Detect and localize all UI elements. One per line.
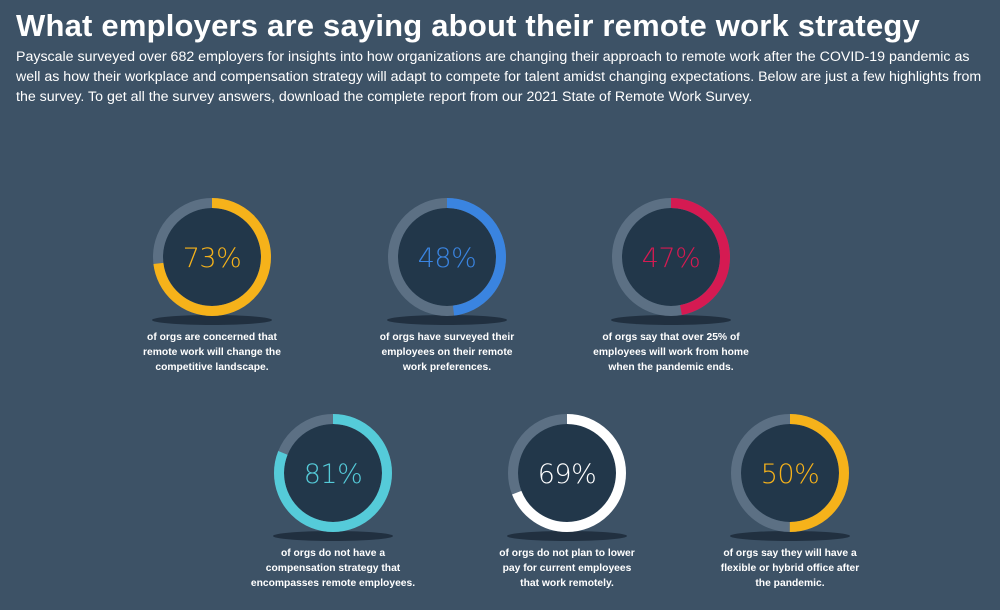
stat-caption-line: when the pandemic ends. xyxy=(608,362,734,373)
stat-caption: of orgs have surveyed their employees on … xyxy=(347,330,547,375)
stat-caption-line: competitive landscape. xyxy=(155,362,269,373)
donut-shadow xyxy=(730,531,850,541)
donut-chart-6: 50% xyxy=(731,414,849,532)
donut-chart-3: 47% xyxy=(612,198,730,316)
donut-value-arc xyxy=(153,198,271,316)
donut-chart-2: 48% xyxy=(388,198,506,316)
stat-caption-line: of orgs say that over 25% of xyxy=(602,332,740,343)
donut-chart-5: 69% xyxy=(508,414,626,532)
donut-value-arc xyxy=(612,198,730,316)
donut-percent-label: 81% xyxy=(304,459,363,490)
donut-center xyxy=(284,424,382,522)
stat-caption-line: pay for current employees xyxy=(502,563,632,574)
stat-card-6: 50% of orgs say they will have a flexible … xyxy=(690,410,890,610)
stat-caption-line: employees will work from home xyxy=(593,347,749,358)
stat-card-2: 48% of orgs have surveyed their employees … xyxy=(347,194,547,394)
stat-card-1: 73% of orgs are concerned that remote work… xyxy=(112,194,312,394)
donut-center xyxy=(163,208,261,306)
stat-caption-line: of orgs are concerned that xyxy=(147,332,277,343)
stat-card-4: 81% of orgs do not have a compensation str… xyxy=(233,410,433,610)
donut-value-arc xyxy=(388,198,506,316)
donut-center xyxy=(398,208,496,306)
page-title: What employers are saying about their re… xyxy=(16,8,920,43)
donut-value-arc xyxy=(731,414,849,532)
donut-shadow xyxy=(273,531,393,541)
intro-paragraph: Payscale surveyed over 682 employers for… xyxy=(16,49,982,105)
stat-caption: of orgs do not plan to lower pay for curr… xyxy=(467,546,667,591)
stat-caption: of orgs say they will have a flexible or … xyxy=(690,546,890,591)
donut-center xyxy=(622,208,720,306)
stat-caption-line: of orgs have surveyed their xyxy=(379,332,515,343)
stat-caption-line: encompasses remote employees. xyxy=(250,578,416,589)
stat-caption-line: of orgs do not have a xyxy=(280,548,386,559)
donut-shadow xyxy=(507,531,627,541)
donut-percent-label: 48% xyxy=(418,243,477,274)
donut-shadow xyxy=(152,315,272,325)
stat-caption-line: of orgs do not plan to lower xyxy=(499,548,635,559)
donut-value-arc xyxy=(508,414,626,532)
donut-percent-label: 47% xyxy=(642,243,701,274)
stat-caption: of orgs do not have a compensation strate… xyxy=(233,546,433,591)
stat-caption-line: of orgs say they will have a xyxy=(723,548,857,559)
stat-caption-line: remote work will change the xyxy=(143,347,281,358)
donut-shadow xyxy=(611,315,731,325)
donut-chart-4: 81% xyxy=(274,414,392,532)
stat-caption-line: that work remotely. xyxy=(520,578,614,589)
donut-center xyxy=(518,424,616,522)
stat-caption-line: employees on their remote xyxy=(381,347,513,358)
stat-caption: of orgs are concerned that remote work wi… xyxy=(112,330,312,375)
stat-caption-line: the pandemic. xyxy=(755,578,825,589)
stat-caption-line: compensation strategy that xyxy=(265,563,401,574)
donut-chart-1: 73% xyxy=(153,198,271,316)
donut-center xyxy=(741,424,839,522)
stat-caption: of orgs say that over 25% of employees wi… xyxy=(571,330,771,375)
donut-percent-label: 73% xyxy=(183,243,242,274)
donut-percent-label: 50% xyxy=(761,459,820,490)
donut-value-arc xyxy=(274,414,392,532)
stat-caption-line: flexible or hybrid office after xyxy=(720,563,860,574)
donut-shadow xyxy=(387,315,507,325)
stat-card-3: 47% of orgs say that over 25% of employees… xyxy=(571,194,771,394)
stat-caption-line: work preferences. xyxy=(402,362,492,373)
donut-percent-label: 69% xyxy=(538,459,597,490)
stat-card-5: 69% of orgs do not plan to lower pay for c… xyxy=(467,410,667,610)
